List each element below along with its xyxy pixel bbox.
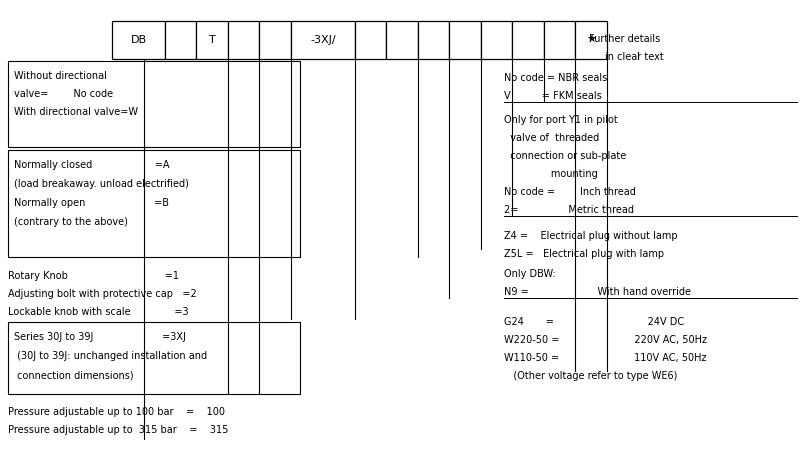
Text: (contrary to the above): (contrary to the above) [14, 217, 128, 227]
Text: (Other voltage refer to type WE6): (Other voltage refer to type WE6) [504, 371, 678, 381]
Bar [112, 21, 165, 59]
Bar [544, 21, 575, 59]
Text: Z4 =    Electrical plug without lamp: Z4 = Electrical plug without lamp [504, 231, 678, 241]
Text: Adjusting bolt with protective cap   =2: Adjusting bolt with protective cap =2 [8, 289, 197, 299]
Text: Further details: Further details [589, 34, 660, 44]
Bar [165, 21, 196, 59]
Bar [8, 61, 300, 147]
Bar [418, 21, 449, 59]
Text: in clear text: in clear text [605, 52, 664, 62]
Text: DB: DB [130, 35, 146, 45]
Bar [575, 21, 607, 59]
Text: W110-50 =                        110V AC, 50Hz: W110-50 = 110V AC, 50Hz [504, 353, 706, 363]
Text: Normally open                      =B: Normally open =B [14, 198, 169, 208]
Text: Only DBW:: Only DBW: [504, 269, 556, 279]
Text: Rotary Knob                               =1: Rotary Knob =1 [8, 271, 179, 281]
Bar [8, 322, 300, 394]
Text: Z5L =   Electrical plug with lamp: Z5L = Electrical plug with lamp [504, 249, 664, 259]
Bar [8, 150, 300, 257]
Bar [291, 21, 355, 59]
Text: (30J to 39J: unchanged installation and: (30J to 39J: unchanged installation and [14, 351, 207, 361]
Text: With directional valve=W: With directional valve=W [14, 107, 138, 117]
Text: Lockable knob with scale              =3: Lockable knob with scale =3 [8, 307, 189, 317]
Text: ★: ★ [586, 35, 596, 45]
Bar [196, 21, 228, 59]
Bar [386, 21, 418, 59]
Text: 2=                Metric thread: 2= Metric thread [504, 205, 634, 215]
Bar [449, 21, 481, 59]
Bar [228, 21, 259, 59]
Text: T: T [209, 35, 215, 45]
Bar [481, 21, 512, 59]
Bar [355, 21, 386, 59]
Text: No code =        Inch thread: No code = Inch thread [504, 187, 636, 197]
Text: W220-50 =                        220V AC, 50Hz: W220-50 = 220V AC, 50Hz [504, 335, 707, 345]
Text: valve=        No code: valve= No code [14, 89, 113, 99]
Text: G24       =                              24V DC: G24 = 24V DC [504, 317, 684, 327]
Text: valve of  threaded: valve of threaded [504, 133, 599, 143]
Text: connection dimensions): connection dimensions) [14, 370, 134, 380]
Text: Pressure adjustable up to 100 bar    =    100: Pressure adjustable up to 100 bar = 100 [8, 407, 225, 417]
Bar [259, 21, 291, 59]
Text: (load breakaway. unload electrified): (load breakaway. unload electrified) [14, 179, 189, 189]
Text: Normally closed                    =A: Normally closed =A [14, 160, 170, 170]
Text: connection or sub-plate: connection or sub-plate [504, 151, 626, 161]
Bar [512, 21, 544, 59]
Text: Without directional: Without directional [14, 71, 107, 81]
Text: Only for port Y1 in pilot: Only for port Y1 in pilot [504, 115, 618, 125]
Text: Series 30J to 39J                      =3XJ: Series 30J to 39J =3XJ [14, 332, 186, 342]
Text: N9 =                      With hand override: N9 = With hand override [504, 287, 691, 297]
Text: No code = NBR seals: No code = NBR seals [504, 73, 607, 83]
Text: -3XJ/: -3XJ/ [310, 35, 336, 45]
Text: V          = FKM seals: V = FKM seals [504, 91, 602, 101]
Text: mounting: mounting [504, 169, 598, 179]
Text: Pressure adjustable up to  315 bar    =    315: Pressure adjustable up to 315 bar = 315 [8, 425, 228, 435]
